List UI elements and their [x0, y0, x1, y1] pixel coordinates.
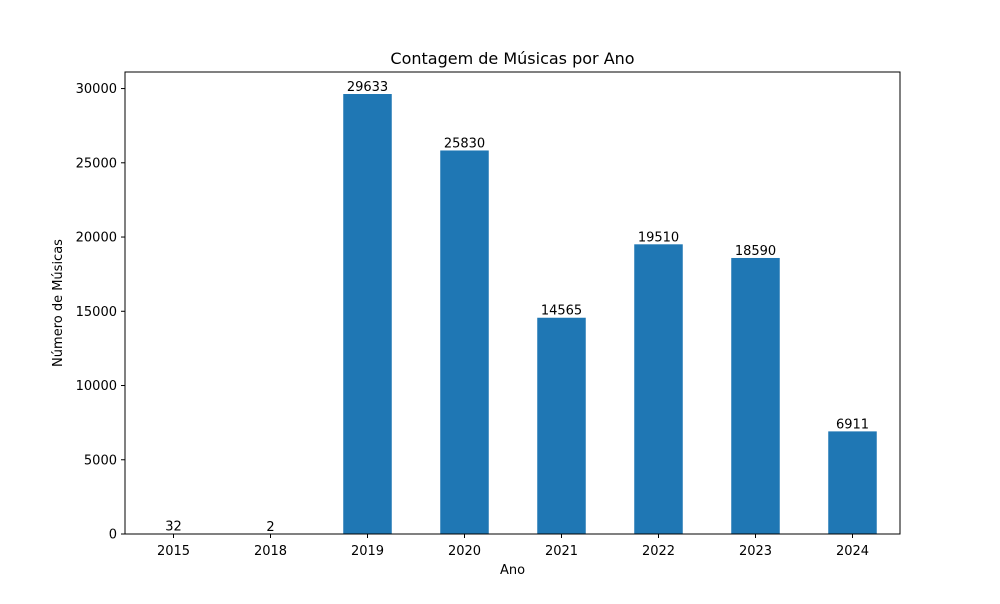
y-tick-label-20000: 20000: [76, 231, 117, 246]
bar-2023: [731, 258, 780, 534]
x-tick-label-2015: 2015: [157, 544, 190, 559]
data-label-2020: 25830: [444, 136, 485, 151]
data-label-2019: 29633: [347, 80, 388, 95]
y-axis-label: Número de Músicas: [51, 239, 66, 367]
x-tick-label-2024: 2024: [836, 544, 869, 559]
x-tick-label-2021: 2021: [545, 544, 578, 559]
x-tick-label-2019: 2019: [351, 544, 384, 559]
chart-title: Contagem de Músicas por Ano: [390, 49, 634, 68]
y-tick-label-15000: 15000: [76, 305, 117, 320]
data-label-2023: 18590: [735, 244, 776, 259]
x-tick-label-2023: 2023: [739, 544, 772, 559]
x-tick-label-2020: 2020: [448, 544, 481, 559]
x-axis-ticks: 2015 2018 2019 2020 2021 2022 2023 2024: [157, 534, 869, 559]
bar-2024: [828, 431, 877, 534]
plot-background: [125, 72, 900, 534]
data-label-2015: 32: [165, 520, 182, 535]
data-label-2024: 6911: [836, 417, 869, 432]
bar-2020: [440, 150, 489, 534]
y-tick-label-5000: 5000: [84, 453, 117, 468]
bar-2022: [634, 244, 683, 534]
x-axis-label: Ano: [500, 563, 525, 578]
y-tick-label-30000: 30000: [76, 82, 117, 97]
bar-2021: [537, 318, 586, 534]
y-tick-label-25000: 25000: [76, 156, 117, 171]
data-label-2022: 19510: [638, 230, 679, 245]
data-label-2021: 14565: [541, 304, 582, 319]
x-tick-label-2022: 2022: [642, 544, 675, 559]
data-label-2018: 2: [266, 520, 274, 535]
x-tick-label-2018: 2018: [254, 544, 287, 559]
y-tick-label-10000: 10000: [76, 379, 117, 394]
y-axis-ticks: 0 5000 10000 15000 20000 25000 30000: [76, 82, 125, 542]
bar-2019: [343, 94, 392, 534]
y-tick-label-0: 0: [109, 528, 117, 543]
